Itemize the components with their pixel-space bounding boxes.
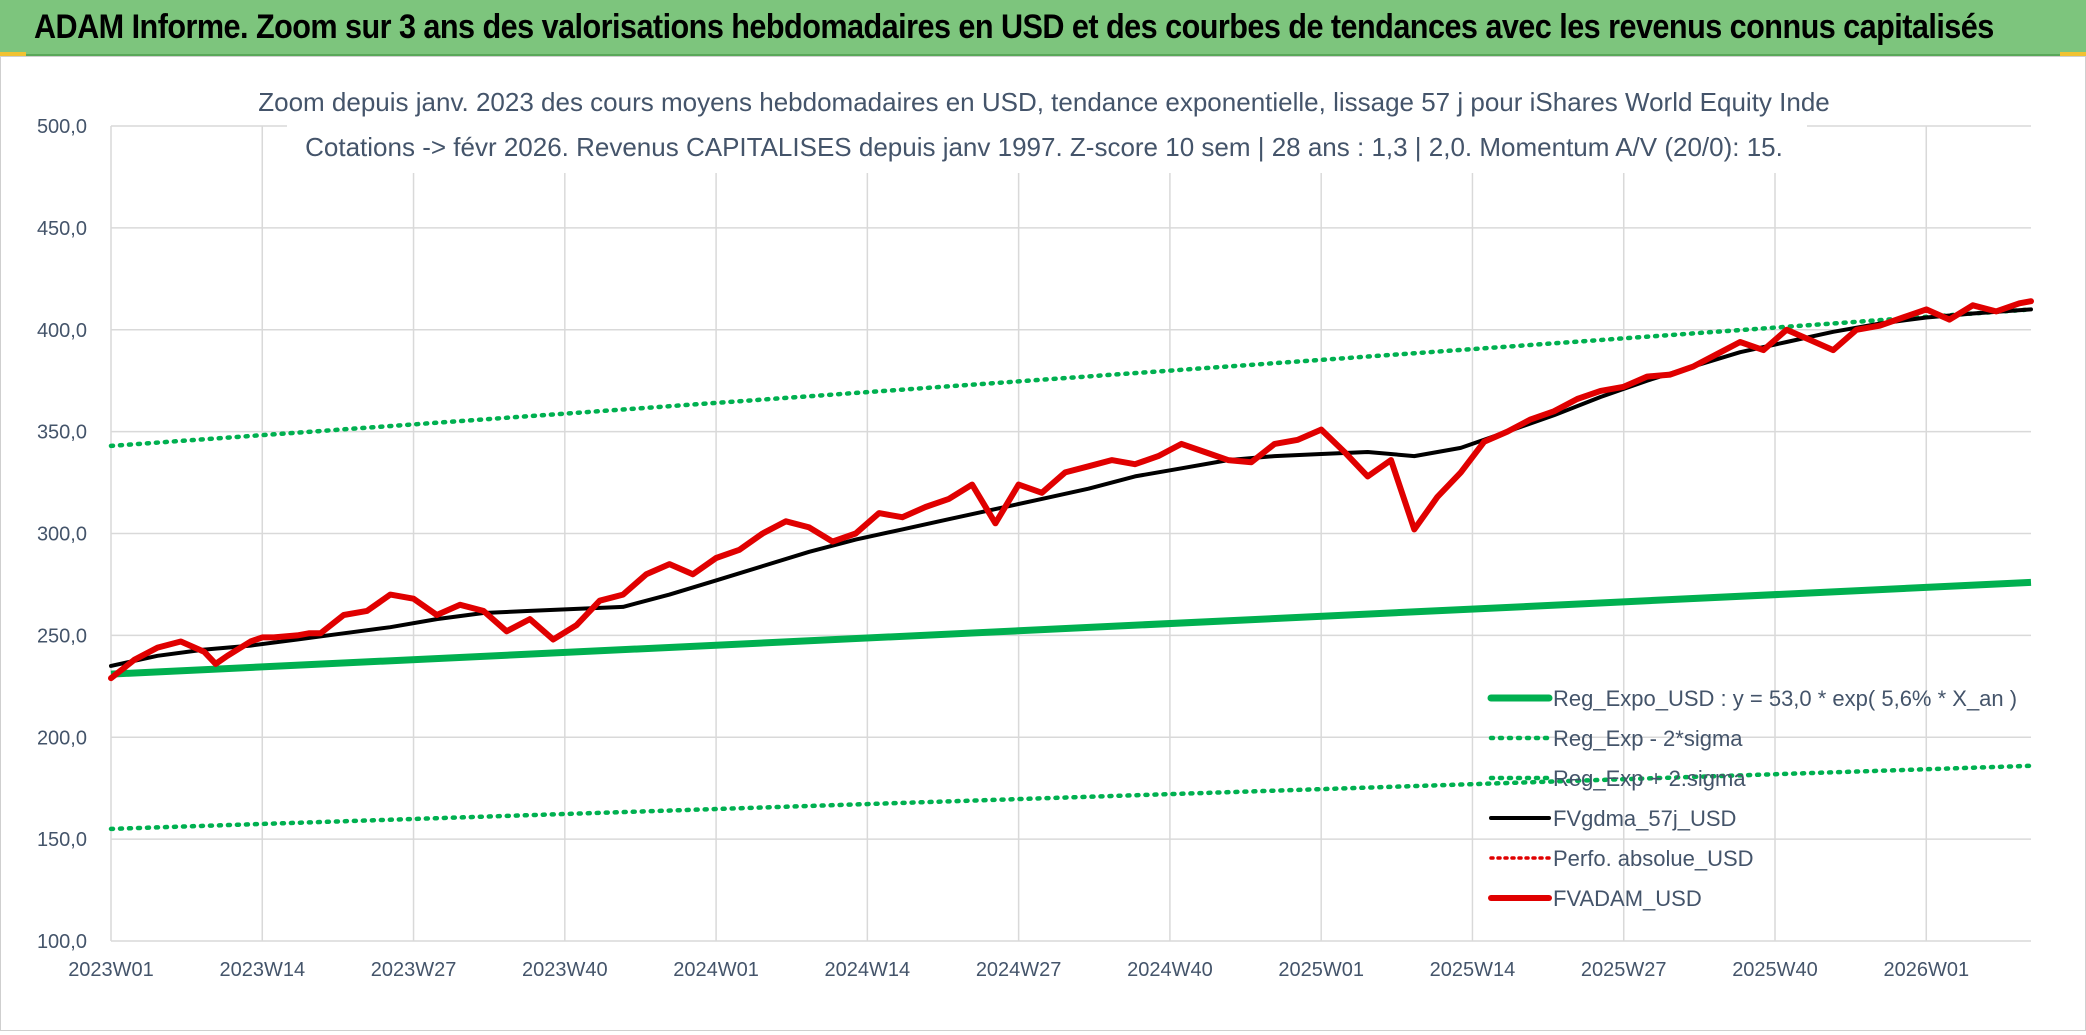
legend-label: Reg_Exp - 2*sigma — [1553, 726, 1743, 751]
legend-label: FVADAM_USD — [1553, 886, 1702, 911]
x-tick-label: 2023W40 — [522, 959, 608, 981]
legend-label: Reg_Exp + 2.sigma — [1553, 766, 1746, 791]
gridlines — [110, 125, 2031, 942]
series-layer — [108, 298, 2034, 832]
x-tick-label: 2023W27 — [371, 959, 457, 981]
legend-label: Perfo. absolue_USD — [1553, 846, 1754, 871]
series-line-fvadam-usd — [108, 298, 2034, 682]
title-corner-right — [2060, 52, 2086, 58]
series-line-reg-exp-2-sigma — [108, 307, 2034, 449]
x-tick-label: 2026W01 — [1883, 959, 1969, 981]
chart-title-line1: Zoom depuis janv. 2023 des cours moyens … — [258, 87, 1830, 117]
y-tick-label: 150,0 — [37, 829, 87, 851]
line-chart: 100,0 150,0 200,0 250,0 300,0 350,0 400,0 450,0… — [37, 81, 2034, 981]
report-title-bar: ADAM Informe. Zoom sur 3 ans des valoris… — [0, 0, 2086, 58]
report-title: ADAM Informe. Zoom sur 3 ans des valoris… — [34, 8, 1994, 46]
y-tick-label: 250,0 — [37, 625, 87, 647]
y-tick-label: 300,0 — [37, 524, 87, 546]
chart-title-line2: Cotations -> févr 2026. Revenus CAPITALI… — [305, 132, 1783, 162]
y-tick-label: 450,0 — [37, 218, 87, 240]
x-tick-label: 2025W40 — [1732, 959, 1818, 981]
x-tick-label: 2024W01 — [673, 959, 759, 981]
y-tick-label: 500,0 — [37, 116, 87, 138]
x-tick-label: 2023W01 — [68, 959, 154, 981]
x-tick-label: 2023W14 — [219, 959, 305, 981]
x-tick-label: 2024W40 — [1127, 959, 1213, 981]
x-tick-label: 2024W27 — [976, 959, 1062, 981]
y-axis: 100,0 150,0 200,0 250,0 300,0 350,0 400,0 450,0… — [37, 116, 87, 953]
title-corner-left — [0, 52, 26, 58]
x-tick-label: 2025W14 — [1430, 959, 1516, 981]
x-tick-label: 2024W14 — [825, 959, 911, 981]
series-line-reg-expo-usd-y-53-0-exp-5-6-x-an — [110, 578, 2032, 678]
x-tick-label: 2025W01 — [1278, 959, 1364, 981]
legend-label: FVgdma_57j_USD — [1553, 806, 1736, 831]
y-tick-label: 100,0 — [37, 931, 87, 953]
y-tick-label: 200,0 — [37, 727, 87, 749]
series-line-fvgdma-57j-usd — [109, 307, 2033, 668]
legend-label: Reg_Expo_USD : y = 53,0 * exp( 5,6% * X_… — [1553, 686, 2017, 711]
chart-frame: 100,0 150,0 200,0 250,0 300,0 350,0 400,0 450,0… — [0, 56, 2086, 1031]
legend: Reg_Expo_USD : y = 53,0 * exp( 5,6% * X_… — [1487, 686, 2017, 911]
chart-title-background — [287, 81, 1807, 173]
x-tick-label: 2025W27 — [1581, 959, 1667, 981]
x-axis: 2023W01 2023W14 2023W27 2023W40 2024W01 2024W… — [68, 959, 1969, 981]
y-tick-label: 400,0 — [37, 320, 87, 342]
y-tick-label: 350,0 — [37, 422, 87, 444]
series-line-reg-exp-2-sigma — [108, 763, 2034, 832]
